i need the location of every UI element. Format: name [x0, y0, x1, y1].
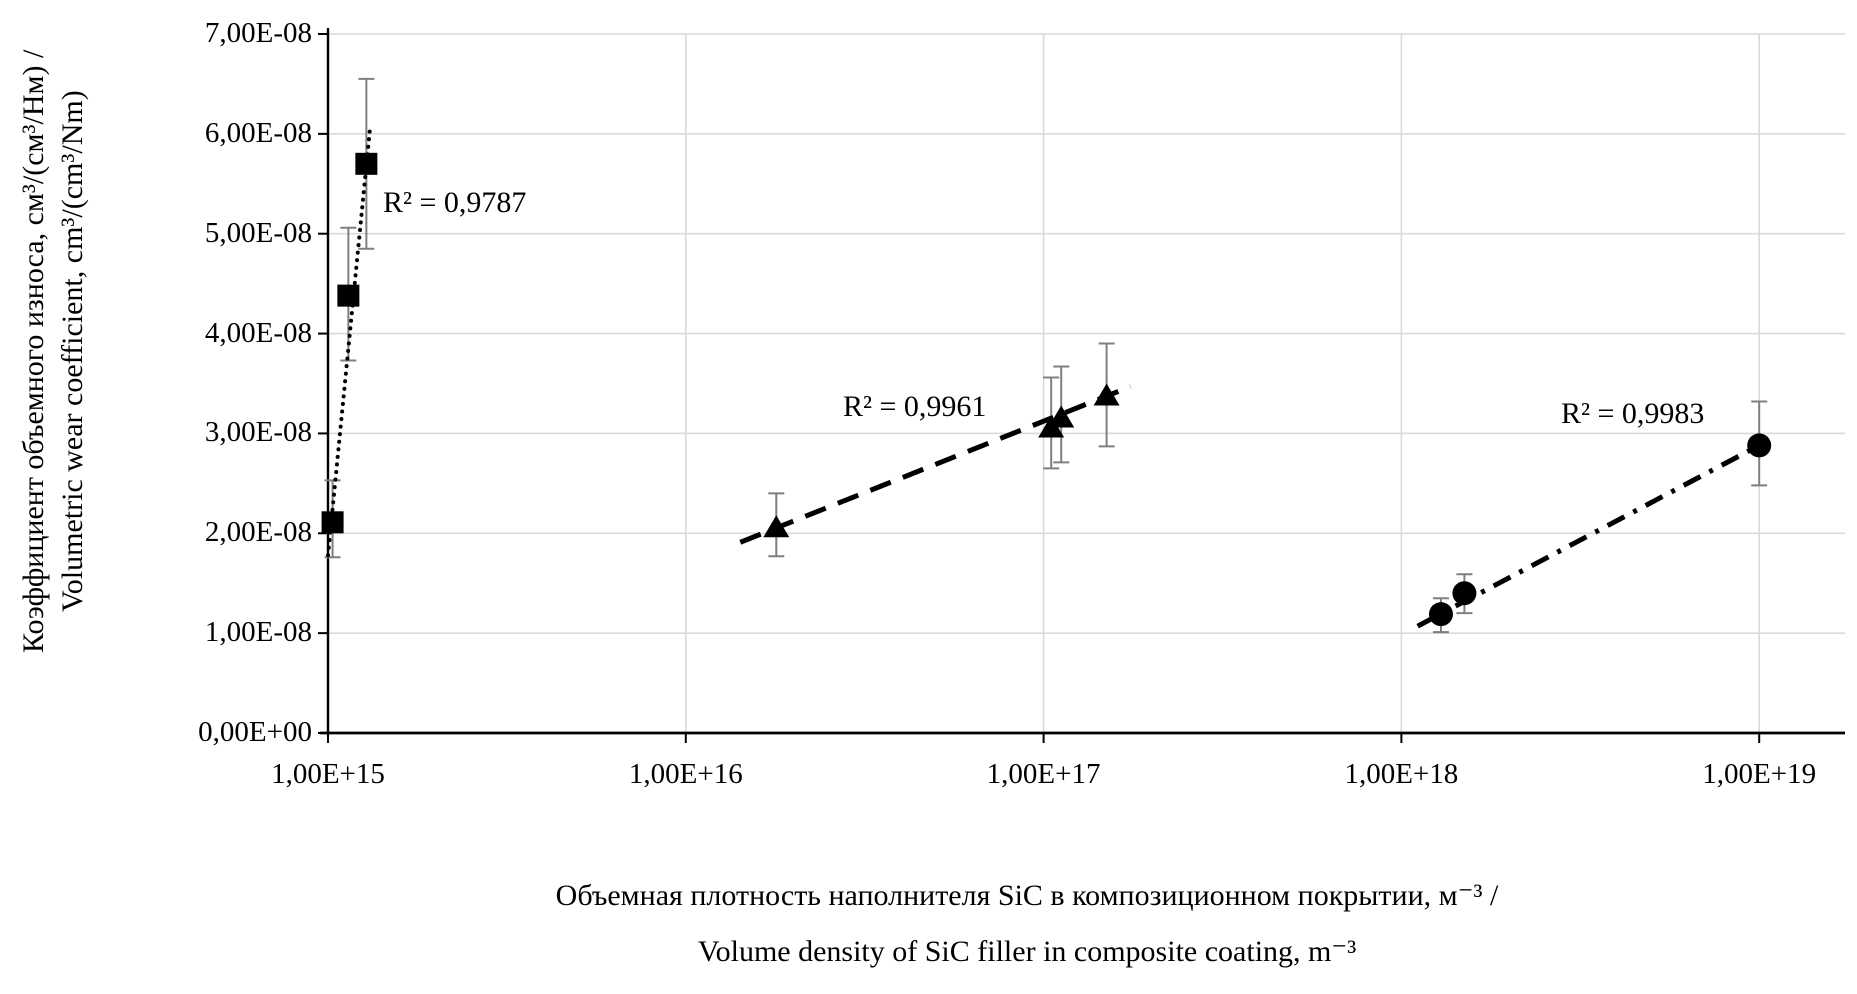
r-squared-label-circles: R² = 0,9983 — [1561, 397, 1705, 430]
x-axis-title-english: Volume density of SiC filler in composit… — [697, 935, 1357, 968]
data-point-circle — [1452, 581, 1477, 606]
y-axis-title-english: Volumetric wear coefficient, cm³/(cm³/Nm… — [56, 90, 89, 612]
x-tick-label: 1,00E+18 — [1344, 758, 1459, 790]
trendline-dotted — [326, 126, 372, 558]
data-point-circle — [1747, 433, 1772, 458]
y-tick-label: 7,00E-08 — [204, 17, 312, 49]
x-axis-title-russian: Объемная плотность наполнителя SiC в ком… — [555, 879, 1499, 912]
x-tick-label: 1,00E+19 — [1702, 758, 1817, 790]
y-tick-label: 3,00E-08 — [204, 416, 312, 449]
y-tick-label: 0,00E+00 — [198, 716, 312, 748]
data-point-triangle — [1093, 383, 1120, 406]
y-tick-label: 5,00E-08 — [204, 216, 312, 249]
r-squared-label-squares: R² = 0,9787 — [383, 186, 527, 219]
y-axis-title-russian: Коэффициент объемного износа, см³/(см³/Н… — [17, 49, 50, 653]
x-axis-title: Объемная плотность наполнителя SiC в ком… — [200, 868, 1854, 980]
data-point-square — [337, 284, 360, 307]
data-point-triangle — [1048, 405, 1075, 428]
x-tick-label: 1,00E+16 — [628, 758, 743, 790]
y-tick-label: 4,00E-08 — [204, 316, 312, 349]
r-squared-label-triangles: R² = 0,9961 — [843, 390, 987, 423]
y-tick-label: 6,00E-08 — [204, 116, 312, 149]
trendline-dashed — [739, 384, 1132, 545]
data-point-square — [321, 511, 344, 534]
y-tick-label: 1,00E-08 — [204, 616, 312, 649]
x-tick-label: 1,00E+15 — [271, 758, 385, 790]
data-point-square — [355, 152, 378, 175]
data-point-circle — [1428, 602, 1453, 627]
x-tick-label: 1,00E+17 — [986, 758, 1101, 790]
y-tick-label: 2,00E-08 — [204, 516, 312, 549]
data-point-triangle — [763, 515, 790, 538]
y-axis-title: Коэффициент объемного износа, см³/(см³/Н… — [14, 36, 92, 666]
